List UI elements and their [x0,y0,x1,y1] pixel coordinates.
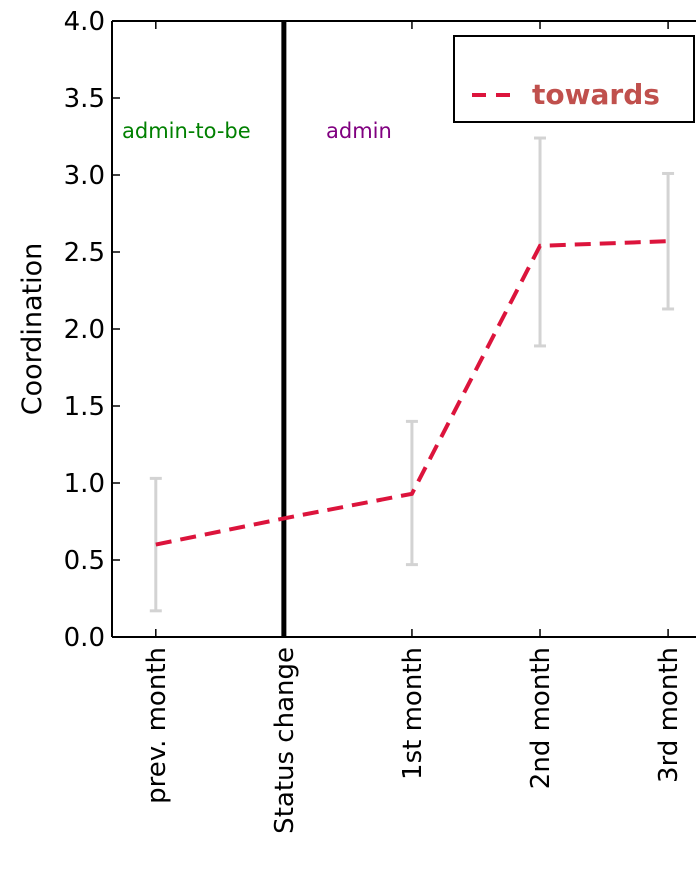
series-line-towards [155,239,669,547]
region-label-admin: admin [326,119,392,143]
y-tick-label-3.0: 3.0 [64,161,105,191]
y-tick-label-0.0: 0.0 [64,623,105,653]
y-tick-label-3.5: 3.5 [64,84,105,114]
region-labels: admin-to-be admin [122,119,392,143]
y-tick-label-4.0: 4.0 [64,7,105,37]
x-tick-label-4: 3rd month [654,647,684,783]
axes: 0.0 0.5 1.0 1.5 2.0 2.5 3.0 3.5 4.0 prev. month St… [64,7,696,834]
x-tick-label-3: 2nd month [526,647,556,789]
region-label-admin-to-be: admin-to-be [122,119,251,143]
y-tick-label-0.5: 0.5 [64,546,105,576]
x-tick-label-1: Status change [270,647,300,834]
legend-box [453,35,695,123]
y-axis-title: Coordination [17,243,48,416]
y-tick-label-2.5: 2.5 [64,238,105,268]
y-tick-label-2.0: 2.0 [64,315,105,345]
x-tick-label-0: prev. month [142,647,172,804]
legend-label-towards: towards [532,78,660,111]
x-tick-label-2: 1st month [398,647,428,780]
y-tick-label-1.0: 1.0 [64,469,105,499]
y-tick-label-1.5: 1.5 [64,392,105,422]
series-line-group [155,239,669,547]
legend: towards [453,35,695,123]
